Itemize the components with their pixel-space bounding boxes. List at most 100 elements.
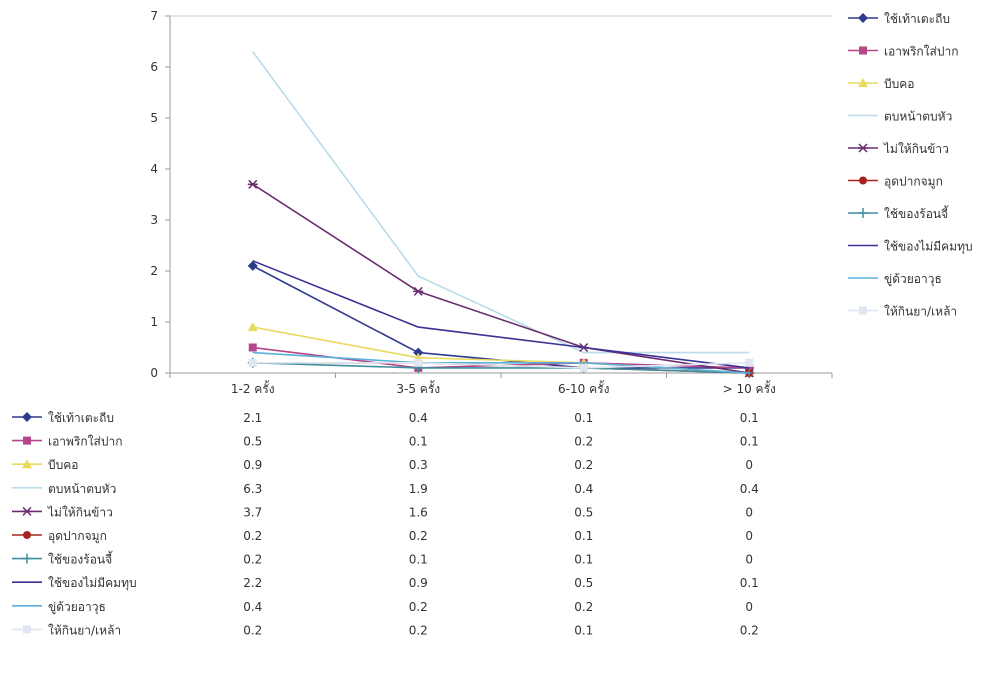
- series-10: [248, 358, 754, 372]
- series-9-line: [252, 351, 750, 374]
- table-row: ให้กินยา/เหล้า 0.2 0.2 0.1 0.2: [12, 623, 759, 637]
- table-cell: 0.4: [740, 482, 759, 496]
- series-10-point: [248, 358, 257, 367]
- table-cell: 0.2: [243, 553, 262, 567]
- legend-label: อุดปากจมูก: [884, 175, 943, 190]
- table-cell: 0.1: [409, 553, 428, 567]
- table-cell: 2.1: [243, 411, 262, 425]
- legend-label: ขู่ด้วยอาวุธ: [884, 272, 942, 287]
- legend-item-1: ใช้เท้าเตะถีบ: [848, 12, 950, 26]
- table-row-label: ใช้เท้าเตะถีบ: [48, 411, 114, 425]
- table-cell: 0.2: [243, 529, 262, 543]
- series-5-point: [413, 286, 424, 296]
- series-1-point: [247, 260, 258, 271]
- table-row: ใช้ของร้อนจี้ 0.2 0.1 0.1 0: [12, 551, 753, 567]
- table-cell: 0.2: [409, 623, 428, 637]
- legend-item-4: ตบหน้าตบหัว: [848, 110, 952, 124]
- y-tick-label: 5: [150, 111, 158, 125]
- table-marker: [22, 553, 32, 564]
- y-tick-label: 6: [150, 60, 158, 74]
- table-cell: 0.1: [574, 623, 593, 637]
- table-row: ตบหน้าตบหัว 6.3 1.9 0.4 0.4: [12, 482, 759, 496]
- table-row: ไม่ให้กินข้าว 3.7 1.6 0.5 0: [12, 505, 753, 519]
- legend-marker: [858, 143, 868, 153]
- legend: ใช้เท้าเตะถีบเอาพริกใส่ปากบีบคอตบหน้าตบห…: [848, 12, 973, 319]
- legend-item-3: บีบคอ: [848, 77, 914, 91]
- legend-label: ใช้เท้าเตะถีบ: [884, 12, 950, 26]
- table-cell: 0: [745, 529, 753, 543]
- table-row: ใช้เท้าเตะถีบ 2.1 0.4 0.1 0.1: [12, 411, 759, 425]
- series-2-point: [248, 343, 257, 352]
- table-cell: 0.9: [243, 458, 262, 472]
- table-cell: 0.9: [409, 576, 428, 590]
- legend-item-10: ให้กินยา/เหล้า: [848, 305, 957, 319]
- legend-marker: [858, 13, 868, 23]
- table-cell: 2.2: [243, 576, 262, 590]
- series-10-point: [579, 363, 588, 372]
- series-1-point: [413, 347, 424, 358]
- y-tick-label: 0: [150, 366, 158, 380]
- legend-marker: [858, 208, 868, 218]
- legend-label: ให้กินยา/เหล้า: [884, 305, 957, 319]
- table-marker: [22, 506, 32, 516]
- table-row: บีบคอ 0.9 0.3 0.2 0: [12, 458, 753, 472]
- table-row-label: ตบหน้าตบหัว: [48, 482, 116, 496]
- table-cell: 0: [745, 600, 753, 614]
- table-cell: 0.5: [243, 435, 262, 449]
- legend-label: ไม่ให้กินข้าว: [883, 142, 949, 156]
- table-cell: 0.1: [740, 435, 759, 449]
- legend-item-5: ไม่ให้กินข้าว: [848, 142, 949, 156]
- table-row: ใช้ของไม่มีคมทุบ 2.2 0.9 0.5 0.1: [12, 576, 759, 591]
- legend-label: เอาพริกใส่ปาก: [884, 45, 958, 59]
- table-cell: 0.2: [740, 623, 759, 637]
- legend-item-2: เอาพริกใส่ปาก: [848, 45, 958, 59]
- table-cell: 0.2: [574, 458, 593, 472]
- series-8-line: [252, 260, 750, 369]
- legend-label: ใช้ของร้อนจี้: [884, 205, 949, 221]
- table-row-label: ใช้ของร้อนจี้: [48, 551, 113, 567]
- series-5-point: [247, 179, 258, 189]
- table-row-label: บีบคอ: [48, 458, 78, 472]
- y-tick-label: 4: [150, 162, 158, 176]
- table-marker: [23, 531, 31, 539]
- table-cell: 0.1: [740, 576, 759, 590]
- legend-marker: [859, 306, 867, 315]
- legend-marker: [859, 46, 867, 55]
- series-5: [247, 179, 755, 378]
- series-9: [252, 351, 750, 374]
- table-cell: 0.4: [243, 600, 262, 614]
- series-5-line: [252, 183, 750, 374]
- legend-item-9: ขู่ด้วยอาวุธ: [848, 272, 942, 287]
- table-row-label: ขู่ด้วยอาวุธ: [48, 600, 106, 615]
- legend-label: ใช้ของไม่มีคมทุบ: [884, 240, 973, 255]
- legend-label: บีบคอ: [884, 77, 914, 91]
- table-cell: 1.6: [409, 505, 428, 519]
- table-cell: 0.1: [574, 529, 593, 543]
- x-tick-label: 1-2 ครั้ง: [231, 380, 275, 396]
- legend-marker: [859, 176, 867, 185]
- y-tick-label: 1: [150, 315, 158, 329]
- table-row-label: ให้กินยา/เหล้า: [48, 623, 121, 637]
- table-cell: 0.1: [740, 411, 759, 425]
- y-tick-label: 3: [150, 213, 158, 227]
- table-cell: 0.1: [574, 411, 593, 425]
- y-tick-label: 2: [150, 264, 158, 278]
- table-row-label: ไม่ให้กินข้าว: [47, 505, 113, 519]
- table-marker: [23, 625, 31, 634]
- series-10-point: [745, 358, 754, 367]
- y-tick-label: 7: [150, 9, 158, 23]
- table-cell: 0.2: [574, 600, 593, 614]
- series-3-point: [247, 322, 258, 332]
- table-cell: 6.3: [243, 482, 262, 496]
- table-cell: 0.2: [574, 435, 593, 449]
- table-cell: 0.2: [409, 600, 428, 614]
- table-cell: 0: [745, 505, 753, 519]
- table-row: ขู่ด้วยอาวุธ 0.4 0.2 0.2 0: [12, 600, 753, 615]
- plot-area: 0 1 2 3 4 5 6 7 1-2 ครั้ง 3-5 ครั้ง 6-10 ครั้ง > 10…: [150, 9, 833, 396]
- table-cell: 0.4: [409, 411, 428, 425]
- x-tick-label: > 10 ครั้ง: [723, 380, 776, 396]
- table-cell: 1.9: [409, 482, 428, 496]
- series-7-line: [252, 362, 750, 374]
- table-marker: [22, 459, 32, 469]
